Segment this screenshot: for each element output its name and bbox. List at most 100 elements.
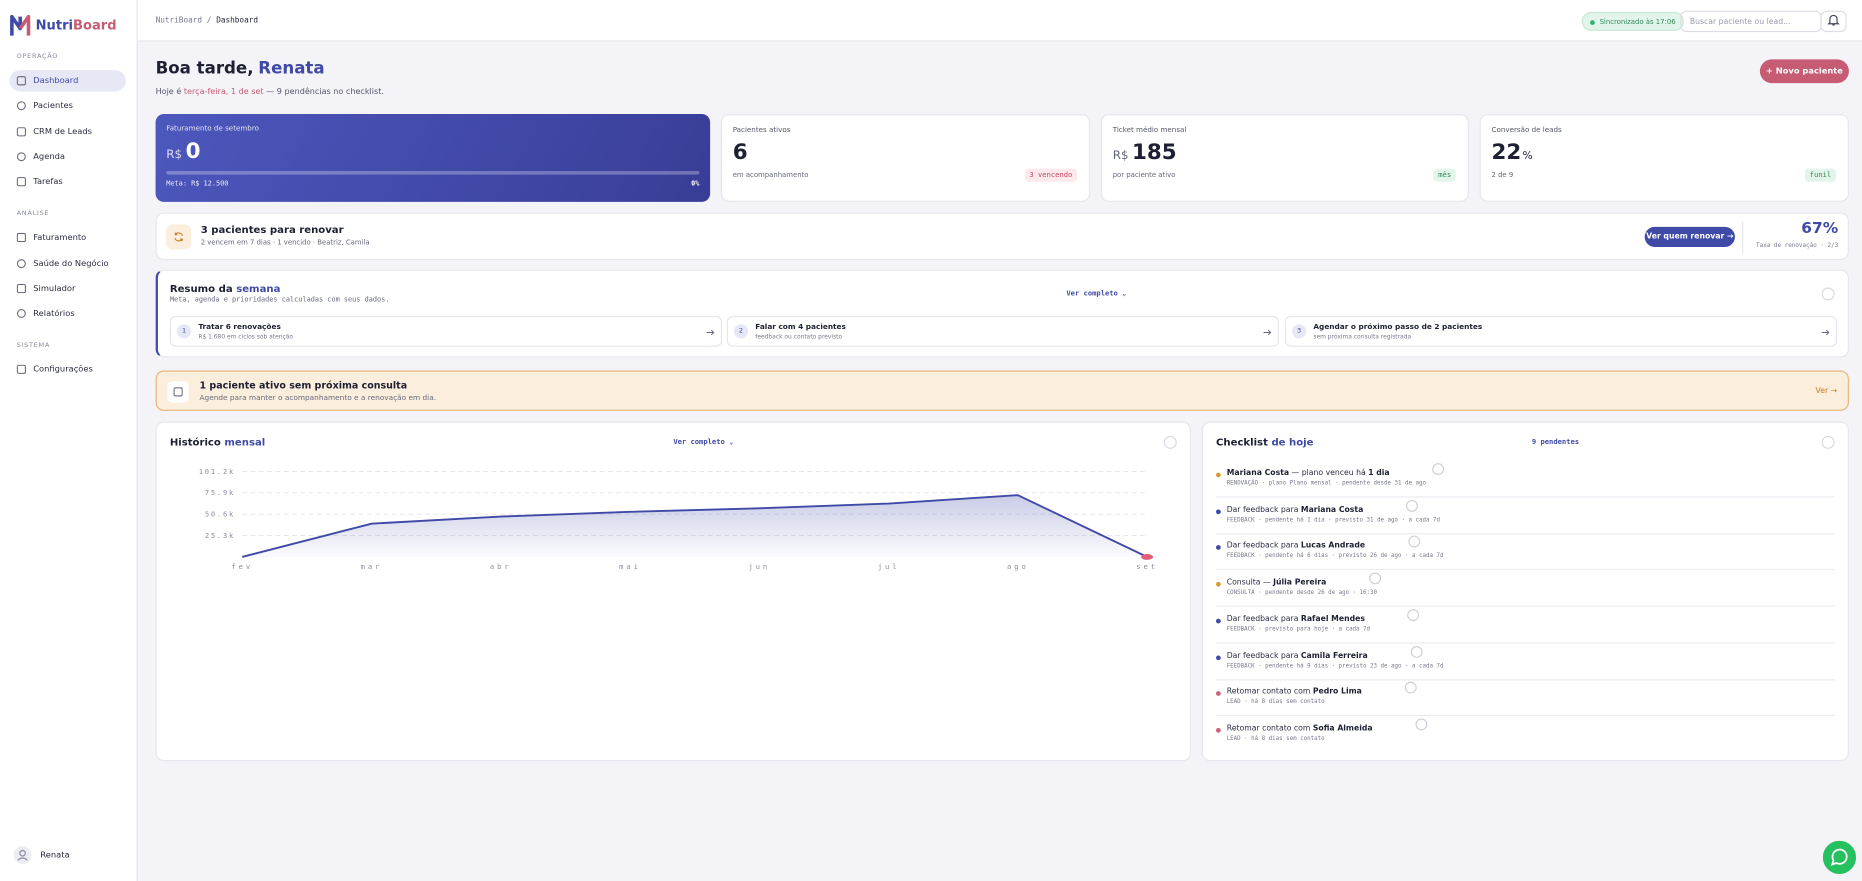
progress-track xyxy=(166,171,700,175)
title-part: Dar feedback para xyxy=(1226,540,1301,551)
item-title: Consulta — Júlia Pereira xyxy=(1227,572,1381,587)
icon-shape xyxy=(16,364,26,374)
checklist-item: Consulta — Júlia Pereira CONSULTA · pende… xyxy=(1216,572,1835,607)
subtitle-part: Hoje é xyxy=(155,86,184,97)
kpi-label: Pacientes ativos xyxy=(732,125,791,135)
bell-icon[interactable] xyxy=(1826,13,1840,27)
user-name: Renata xyxy=(40,850,70,860)
icon xyxy=(16,177,26,187)
checklist-card: Checklist de hoje 9 pendentes Mariana Costa… xyxy=(1201,421,1849,762)
status-dot xyxy=(1216,472,1221,478)
nav-item[interactable]: Tarefas xyxy=(10,171,126,192)
new-patient-button[interactable]: + Novo paciente xyxy=(1759,59,1849,84)
line xyxy=(242,494,1148,558)
kpi-meta: Meta: R$ 12.500 xyxy=(166,180,229,188)
kpi-note: em acompanhamento xyxy=(732,172,809,180)
checkbox[interactable] xyxy=(1415,718,1428,731)
checkbox[interactable] xyxy=(1404,681,1417,694)
whatsapp-bg xyxy=(1822,840,1857,874)
summary-step[interactable]: 1 Tratar 6 renovações R$ 1.680 em ciclos s… xyxy=(169,315,722,347)
nav-item[interactable]: CRM de Leads xyxy=(10,121,126,142)
checklist-item: Retomar contato com Pedro Lima LEAD · há … xyxy=(1216,681,1835,717)
renewal-subtitle: 2 vencem em 7 dias · 1 vencido · Beatriz… xyxy=(200,239,370,247)
checkbox[interactable] xyxy=(1407,536,1420,548)
y-tick-label: 50.6k xyxy=(205,510,235,519)
item-title: Retomar contato com Sofia Almeida xyxy=(1227,718,1428,733)
checklist-item: Dar feedback para Lucas Andrade FEEDBACK … xyxy=(1216,536,1835,571)
title-part: Mariana Costa xyxy=(1226,467,1290,478)
separator xyxy=(1216,569,1835,571)
collapse-button[interactable] xyxy=(1163,435,1177,449)
icon xyxy=(16,126,26,136)
icon xyxy=(16,152,26,162)
avatar xyxy=(13,846,32,864)
collapse-button[interactable] xyxy=(1821,287,1835,301)
title-part: Retomar contato com xyxy=(1226,686,1313,697)
renewal-button[interactable]: Ver quem renovar → xyxy=(1644,226,1735,247)
kpi-badge: funil xyxy=(1804,168,1836,182)
nav-item[interactable]: Relatórios xyxy=(10,303,126,324)
nav-section: SISTEMA xyxy=(16,342,51,350)
title-accent: de hoje xyxy=(1271,437,1314,449)
icon-shape xyxy=(16,126,26,136)
alert-link[interactable]: Ver → xyxy=(1815,385,1838,396)
brand-name: Nutri xyxy=(35,17,74,34)
arrow-icon xyxy=(706,329,715,336)
history-link[interactable]: Ver completo ⌄ xyxy=(673,438,734,447)
kpi-value: 185 xyxy=(1132,140,1177,166)
subtitle-part: — 9 pendências no checklist. xyxy=(263,86,384,97)
kpi-badge: 3 vencendo xyxy=(1024,168,1078,182)
nav-item[interactable]: Faturamento xyxy=(10,227,126,248)
kpi-value: 0 xyxy=(185,138,201,164)
icon-shape xyxy=(16,101,26,111)
user[interactable]: Renata xyxy=(13,844,70,865)
kpi-card: Pacientes ativos 6 em acompanhamento 3 venc… xyxy=(720,114,1091,202)
separator xyxy=(1216,642,1835,644)
checkbox[interactable] xyxy=(1406,499,1418,512)
checkbox[interactable] xyxy=(1407,608,1420,621)
item-meta: LEAD · há 8 dias sem contato xyxy=(1226,734,1325,743)
checkbox[interactable] xyxy=(1369,572,1381,585)
renewal-title: 3 pacientes para renovar xyxy=(200,224,344,237)
whatsapp-glyph xyxy=(1830,848,1848,866)
summary-step[interactable]: 2 Falar com 4 pacientes feedback ou contat… xyxy=(726,315,1279,347)
item-meta: FEEDBACK · pendente há 6 dias · previsto… xyxy=(1226,552,1444,560)
kpi-card: Faturamento de setembro R$ 0 Meta: R$ 12.50… xyxy=(155,114,711,202)
summary-card: Resumo da semana Meta, agenda e prioridade… xyxy=(155,269,1849,358)
title-accent: mensal xyxy=(224,437,266,449)
search-box[interactable]: Buscar paciente ou lead... xyxy=(1680,10,1822,33)
nav-item[interactable]: Saúde do Negócio xyxy=(10,252,126,273)
topbar: NutriBoard / Dashboard Sincronizado às 17:0… xyxy=(137,0,1862,42)
summary-title: Resumo da semana xyxy=(170,284,281,296)
kpi-prefix: R$ xyxy=(166,148,183,162)
kpi-value-row: R$ 0 xyxy=(166,139,200,164)
nav-item[interactable]: Agenda xyxy=(10,146,126,167)
kpi-value-row: 6 xyxy=(733,140,748,165)
whatsapp-button[interactable] xyxy=(1822,840,1857,874)
separator xyxy=(1216,532,1835,535)
nav-item[interactable]: Configurações xyxy=(10,359,126,380)
step-title: Tratar 6 renovações xyxy=(198,323,281,332)
kpi-note: por paciente ativo xyxy=(1112,172,1176,180)
arrow-icon xyxy=(1821,329,1830,336)
nav-item[interactable]: Simulador xyxy=(10,278,126,299)
arrow xyxy=(706,329,715,336)
item-title: Dar feedback para Lucas Andrade xyxy=(1226,536,1420,551)
kpi-card: Conversão de leads 22% 2 de 9 funil xyxy=(1479,114,1849,202)
kpi-card: Ticket médio mensal R$ 185 por paciente ati… xyxy=(1100,114,1469,202)
checkbox[interactable] xyxy=(1410,645,1423,658)
kpi-label: Faturamento de setembro xyxy=(166,124,259,133)
separator xyxy=(1216,715,1835,717)
checklist-item: Retomar contato com Sofia Almeida LEAD · … xyxy=(1216,718,1835,752)
status-dot xyxy=(1216,545,1221,551)
summary-link[interactable]: Ver completo ⌄ xyxy=(1066,289,1127,299)
collapse-button[interactable] xyxy=(1821,435,1835,449)
nav-item[interactable]: Dashboard xyxy=(9,70,126,92)
checkbox[interactable] xyxy=(1432,463,1445,475)
summary-step[interactable]: 3 Agendar o próximo passo de 2 pacientes s… xyxy=(1284,315,1838,347)
button-label: + Novo paciente xyxy=(1765,66,1843,77)
kpi-prefix: R$ xyxy=(1112,149,1129,163)
nav-item[interactable]: Pacientes xyxy=(10,95,126,116)
status-dot xyxy=(1216,618,1221,624)
greeting-subtitle: Hoje é terça-feira, 1 de set — 9 pendênc… xyxy=(156,87,384,97)
